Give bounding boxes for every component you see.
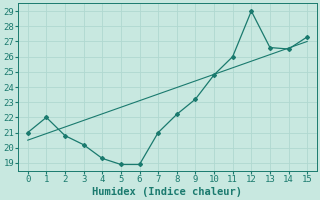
X-axis label: Humidex (Indice chaleur): Humidex (Indice chaleur) [92, 186, 243, 197]
